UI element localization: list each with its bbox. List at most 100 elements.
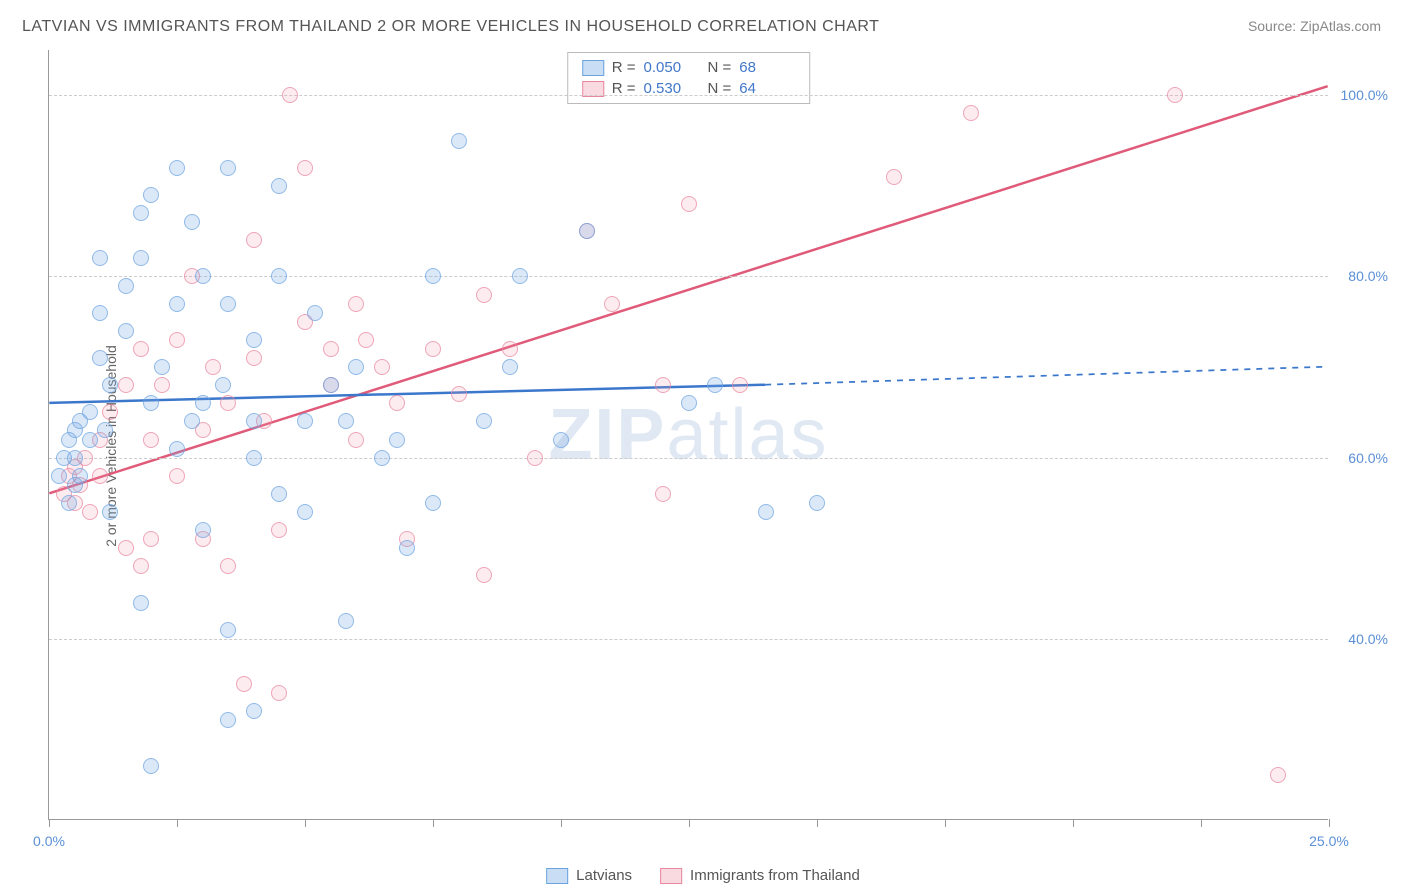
scatter-point-thailand	[348, 296, 364, 312]
scatter-point-thailand	[1167, 87, 1183, 103]
scatter-point-latvians	[220, 712, 236, 728]
scatter-point-latvians	[97, 422, 113, 438]
x-tick	[49, 819, 50, 827]
scatter-point-latvians	[425, 268, 441, 284]
scatter-point-latvians	[82, 404, 98, 420]
scatter-point-latvians	[220, 622, 236, 638]
scatter-point-thailand	[655, 486, 671, 502]
scatter-point-latvians	[338, 413, 354, 429]
legend-item-thailand: Immigrants from Thailand	[660, 867, 860, 884]
scatter-point-latvians	[297, 413, 313, 429]
chart-title: LATVIAN VS IMMIGRANTS FROM THAILAND 2 OR…	[22, 18, 879, 36]
scatter-point-latvians	[143, 758, 159, 774]
scatter-point-thailand	[358, 332, 374, 348]
scatter-point-latvians	[271, 486, 287, 502]
scatter-point-latvians	[184, 214, 200, 230]
source-attribution: Source: ZipAtlas.com	[1248, 18, 1381, 34]
scatter-point-thailand	[476, 567, 492, 583]
scatter-point-thailand	[133, 341, 149, 357]
scatter-point-latvians	[220, 160, 236, 176]
scatter-point-latvians	[246, 332, 262, 348]
scatter-point-latvians	[143, 395, 159, 411]
scatter-point-latvians	[92, 350, 108, 366]
y-tick-label: 80.0%	[1348, 268, 1388, 284]
scatter-point-thailand	[220, 395, 236, 411]
scatter-point-latvians	[476, 413, 492, 429]
scatter-point-latvians	[425, 495, 441, 511]
x-tick	[1329, 819, 1330, 827]
x-tick	[817, 819, 818, 827]
scatter-point-thailand	[220, 558, 236, 574]
trend-lines-layer	[49, 50, 1328, 819]
gridline	[49, 95, 1328, 96]
scatter-point-latvians	[133, 205, 149, 221]
x-tick	[177, 819, 178, 827]
scatter-point-latvians	[102, 504, 118, 520]
scatter-point-latvians	[246, 413, 262, 429]
scatter-point-thailand	[205, 359, 221, 375]
series-legend: Latvians Immigrants from Thailand	[546, 867, 860, 884]
scatter-point-latvians	[374, 450, 390, 466]
scatter-point-latvians	[195, 395, 211, 411]
swatch-thailand	[660, 868, 682, 884]
scatter-point-thailand	[236, 676, 252, 692]
scatter-point-thailand	[732, 377, 748, 393]
plot-area: ZIPatlas R = 0.050 N = 68 R = 0.530 N = …	[48, 50, 1328, 820]
scatter-point-latvians	[512, 268, 528, 284]
scatter-point-thailand	[143, 531, 159, 547]
scatter-point-latvians	[271, 268, 287, 284]
scatter-point-latvians	[502, 359, 518, 375]
n-label: N =	[708, 59, 732, 76]
x-tick	[1073, 819, 1074, 827]
scatter-point-thailand	[246, 350, 262, 366]
scatter-point-latvians	[215, 377, 231, 393]
scatter-point-latvians	[143, 187, 159, 203]
scatter-point-thailand	[604, 296, 620, 312]
x-tick	[1201, 819, 1202, 827]
scatter-point-thailand	[323, 341, 339, 357]
scatter-point-latvians	[399, 540, 415, 556]
scatter-point-latvians	[92, 250, 108, 266]
scatter-point-latvians	[195, 522, 211, 538]
x-tick	[305, 819, 306, 827]
r-label: R =	[612, 59, 636, 76]
legend-label-thailand: Immigrants from Thailand	[690, 867, 860, 884]
scatter-point-latvians	[61, 495, 77, 511]
scatter-point-latvians	[246, 703, 262, 719]
swatch-thailand	[582, 81, 604, 97]
scatter-point-latvians	[348, 359, 364, 375]
scatter-point-latvians	[51, 468, 67, 484]
scatter-point-latvians	[102, 377, 118, 393]
scatter-point-latvians	[389, 432, 405, 448]
scatter-point-latvians	[118, 323, 134, 339]
scatter-point-latvians	[323, 377, 339, 393]
scatter-point-latvians	[133, 250, 149, 266]
scatter-point-latvians	[707, 377, 723, 393]
scatter-point-latvians	[169, 160, 185, 176]
scatter-point-thailand	[681, 196, 697, 212]
scatter-point-thailand	[476, 287, 492, 303]
scatter-point-thailand	[502, 341, 518, 357]
trend-line	[765, 367, 1327, 385]
scatter-point-thailand	[118, 540, 134, 556]
scatter-point-latvians	[92, 305, 108, 321]
legend-label-latvians: Latvians	[576, 867, 632, 884]
scatter-point-latvians	[72, 468, 88, 484]
scatter-point-latvians	[297, 504, 313, 520]
scatter-point-thailand	[451, 386, 467, 402]
gridline	[49, 458, 1328, 459]
scatter-point-latvians	[246, 450, 262, 466]
x-tick	[945, 819, 946, 827]
scatter-point-thailand	[963, 105, 979, 121]
scatter-point-thailand	[374, 359, 390, 375]
scatter-point-thailand	[1270, 767, 1286, 783]
scatter-point-latvians	[133, 595, 149, 611]
x-tick-label: 0.0%	[33, 833, 65, 849]
scatter-point-latvians	[809, 495, 825, 511]
n-value-latvians: 68	[739, 59, 795, 76]
scatter-point-latvians	[82, 432, 98, 448]
scatter-point-latvians	[271, 178, 287, 194]
scatter-point-thailand	[102, 404, 118, 420]
gridline	[49, 276, 1328, 277]
scatter-point-thailand	[271, 522, 287, 538]
